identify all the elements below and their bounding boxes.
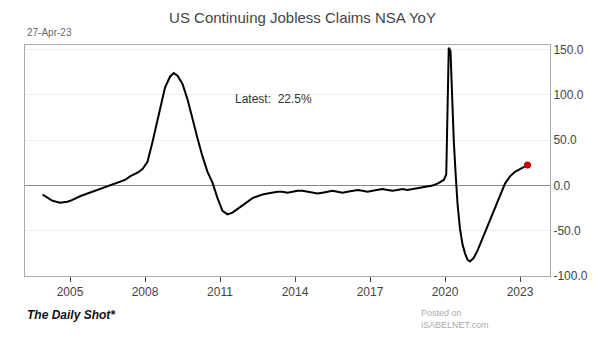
svg-text:2020: 2020 (432, 285, 459, 299)
svg-text:50.0: 50.0 (553, 133, 577, 147)
svg-text:27-Apr-23: 27-Apr-23 (27, 27, 72, 38)
svg-text:US Continuing Jobless Claims N: US Continuing Jobless Claims NSA YoY (169, 9, 436, 26)
svg-text:2011: 2011 (207, 285, 233, 299)
svg-text:Posted oniSABELNET.com: Posted oniSABELNET.com (421, 308, 489, 330)
svg-text:100.0: 100.0 (553, 88, 583, 102)
svg-text:150.0: 150.0 (553, 43, 583, 57)
svg-text:The Daily Shot*: The Daily Shot* (27, 308, 116, 322)
svg-text:2008: 2008 (132, 285, 159, 299)
svg-text:2005: 2005 (57, 285, 84, 299)
svg-text:2014: 2014 (282, 285, 309, 299)
svg-text:-50.0: -50.0 (553, 224, 581, 238)
svg-text:0.0: 0.0 (553, 179, 570, 193)
svg-text:2017: 2017 (357, 285, 384, 299)
svg-text:-100.0: -100.0 (553, 269, 587, 283)
svg-text:2023: 2023 (507, 285, 534, 299)
svg-text:Latest: 22.5%: Latest: 22.5% (235, 92, 312, 106)
